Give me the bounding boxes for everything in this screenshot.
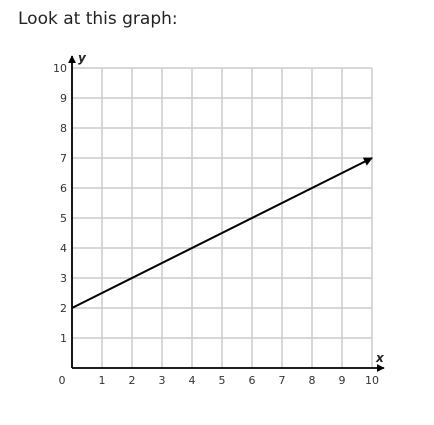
x-tick-label: 3 [159,374,166,387]
axes [68,55,385,372]
plotted-line [71,157,373,309]
x-tick-label: 6 [249,374,256,387]
y-tick-label: 10 [53,62,67,75]
y-tick-label: 5 [60,212,67,225]
y-tick-label: 1 [60,332,67,345]
x-tick-label: 10 [365,374,379,387]
y-tick-label: 6 [60,182,67,195]
y-tick-label: 3 [60,272,67,285]
x-tick-label: 7 [279,374,286,387]
x-axis-label: x [375,351,385,365]
y-tick-label: 8 [60,122,67,135]
grid [71,67,373,369]
origin-label: 0 [59,374,66,387]
x-tick-label: 2 [129,374,136,387]
y-tick-label: 9 [60,92,67,105]
x-tick-label: 8 [309,374,316,387]
x-tick-label: 1 [99,374,106,387]
question-prompt: Look at this graph: [18,9,178,29]
y-tick-label: 7 [60,152,67,165]
x-tick-label: 5 [219,374,226,387]
x-tick-label: 4 [189,374,196,387]
y-tick-label: 4 [60,242,67,255]
y-tick-label: 2 [60,302,67,315]
series-line [71,157,373,309]
x-tick-label: 9 [339,374,346,387]
y-axis-label: y [78,51,87,65]
tick-labels: x y 0 1 2 3 4 5 6 7 8 9 10 1 2 3 4 5 6 7 8 9 10 [53,51,385,387]
